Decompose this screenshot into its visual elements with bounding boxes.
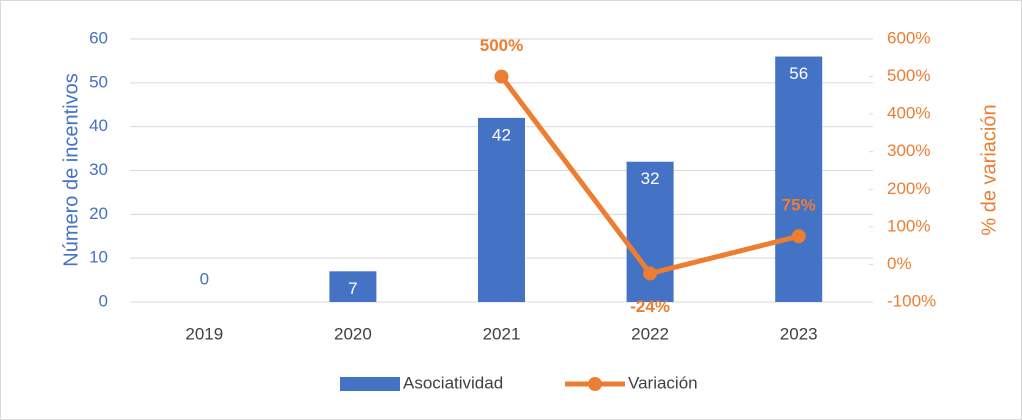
bar bbox=[329, 271, 377, 302]
y-tick-label: 40 bbox=[89, 116, 108, 135]
line-value-label: 75% bbox=[782, 196, 816, 215]
y-tick-label: 20 bbox=[89, 204, 108, 223]
x-tick-label: 2023 bbox=[780, 324, 818, 343]
bar-value-label: 42 bbox=[492, 125, 511, 144]
y2-tick-label: -100% bbox=[887, 291, 936, 310]
y2-tick-label: 300% bbox=[887, 141, 930, 160]
x-tick-label: 2019 bbox=[185, 324, 223, 343]
y2-axis-title: % de variación bbox=[978, 104, 1000, 235]
line-marker bbox=[791, 229, 806, 244]
y-tick-label: 60 bbox=[89, 28, 108, 47]
bar-value-label: 56 bbox=[789, 64, 808, 83]
legend-label: Variación bbox=[628, 373, 698, 392]
bar-value-label: 0 bbox=[200, 269, 209, 288]
y-axis-title: Número de incentivos bbox=[60, 73, 82, 266]
bar bbox=[478, 117, 525, 303]
y2-tick-label: 0% bbox=[887, 254, 912, 273]
bar-value-label: 32 bbox=[641, 169, 660, 188]
y-tick-label: 50 bbox=[89, 72, 108, 91]
y-tick-label: 0 bbox=[99, 291, 108, 310]
x-tick-label: 2022 bbox=[631, 324, 669, 343]
line-marker bbox=[643, 266, 658, 281]
legend-swatch bbox=[340, 377, 400, 391]
y2-tick-label: 400% bbox=[887, 104, 930, 123]
y2-tick-label: 500% bbox=[887, 66, 930, 85]
legend-label: Asociatividad bbox=[403, 373, 503, 392]
legend-swatch bbox=[588, 377, 602, 391]
line-value-label: 500% bbox=[480, 36, 523, 55]
line-marker bbox=[494, 69, 509, 84]
bar-value-label: 7 bbox=[348, 279, 357, 298]
line-value-label: -24% bbox=[630, 297, 670, 316]
bar bbox=[775, 56, 823, 303]
y2-tick-label: 200% bbox=[887, 179, 930, 198]
y-tick-label: 10 bbox=[89, 248, 108, 267]
y-tick-label: 30 bbox=[89, 160, 108, 179]
y2-tick-label: 600% bbox=[887, 28, 930, 47]
x-tick-label: 2021 bbox=[483, 324, 521, 343]
x-tick-label: 2020 bbox=[334, 324, 372, 343]
y2-tick-label: 100% bbox=[887, 216, 930, 235]
